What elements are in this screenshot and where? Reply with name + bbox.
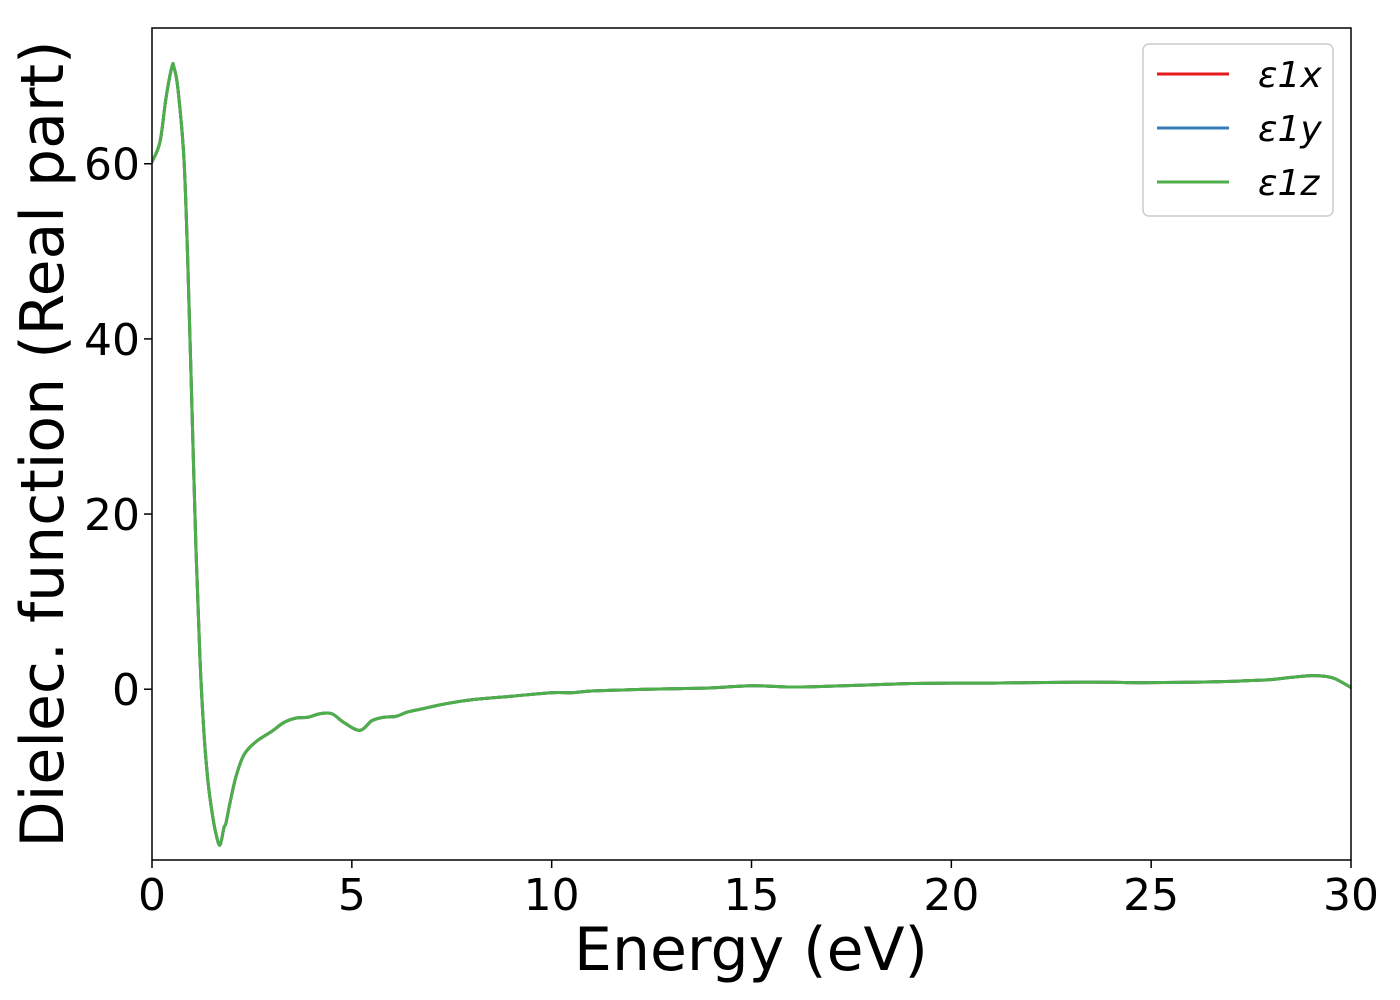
legend-box: [1142, 43, 1334, 217]
x-tick-label-15: 15: [724, 870, 780, 921]
legend-label-1: ε1y: [1258, 109, 1322, 150]
plot-area: [151, 27, 1352, 861]
x-tick-label-20: 20: [923, 870, 979, 921]
legend-label-0: ε1x: [1258, 55, 1322, 96]
x-tick-label-5: 5: [338, 870, 366, 921]
legend-label-2: ε1z: [1258, 163, 1320, 204]
x-tick-label-25: 25: [1123, 870, 1179, 921]
x-axis-label: Energy (eV): [574, 915, 928, 985]
x-tick-label-30: 30: [1323, 870, 1379, 921]
legend: ε1x ε1y ε1z: [1142, 43, 1334, 217]
series-line-2: [152, 62, 1351, 847]
series-layer: [152, 62, 1351, 847]
y-axis: 0 20 40 60: [84, 140, 152, 716]
y-tick-label-40: 40: [84, 315, 140, 366]
y-axis-label: Dielec. function (Real part): [8, 41, 78, 848]
x-tick-label-0: 0: [138, 870, 166, 921]
x-axis: 0 5 10 15 20 25 30: [138, 860, 1379, 921]
x-tick-label-10: 10: [524, 870, 580, 921]
y-tick-label-0: 0: [112, 665, 140, 716]
y-tick-label-20: 20: [84, 490, 140, 541]
y-tick-label-60: 60: [84, 140, 140, 191]
